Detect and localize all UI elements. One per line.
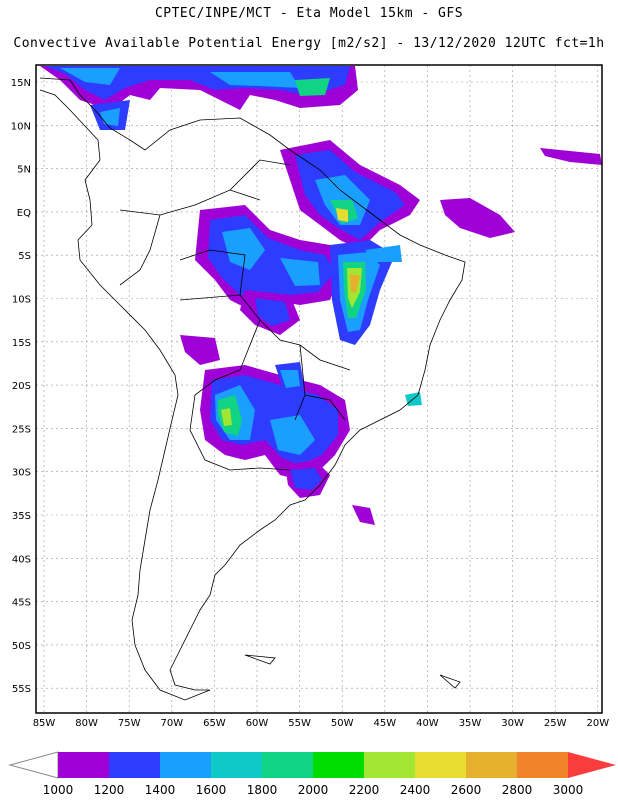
colorbar-swatch [160,752,211,778]
colorbar-label: 1200 [94,783,125,797]
lat-label: 20S [12,381,31,392]
lon-label: 60W [246,718,269,729]
lon-label: 25W [544,718,567,729]
map-frame [35,64,603,714]
lat-label: 10S [12,295,31,306]
colorbar-label: 1600 [196,783,227,797]
latitude-labels: 15N 10N 5N EQ 5S 10S 15S 20S 25S 30S 35S 40S 45S 50S 5… [11,78,31,695]
colorbar-label: 2600 [451,783,482,797]
map-title: CPTEC/INPE/MCT - Eta Model 15km - GFS [154,6,464,21]
map-subtitle: Convective Available Potential Energy [m… [13,36,605,51]
lat-label: 50S [12,641,31,652]
colorbar-swatch [364,752,415,778]
lon-label: 20W [586,718,609,729]
lat-label: EQ [17,208,31,219]
lat-label: 15S [12,338,31,349]
lon-label: 80W [75,718,98,729]
lat-label: 40S [12,554,31,565]
colorbar: 1000 1200 1400 1600 1800 2000 2200 2400 2600 2800… [8,751,616,797]
lon-label: 50W [331,718,354,729]
lon-label: 45W [373,718,396,729]
lon-label: 75W [118,718,141,729]
colorbar-swatch [313,752,364,778]
colorbar-label: 1400 [145,783,176,797]
lat-label: 55S [12,684,31,695]
lon-label: 35W [459,718,482,729]
colorbar-swatch [109,752,160,778]
colorbar-label: 2000 [298,783,329,797]
colorbar-label: 3000 [553,783,584,797]
lat-label: 10N [11,121,31,132]
colorbar-label: 1000 [43,783,74,797]
lon-label: 30W [501,718,524,729]
longitude-labels: 85W 80W 75W 70W 65W 60W 55W 50W 45W 40W 35W 30W 25W 2… [33,718,610,729]
colorbar-swatch [262,752,313,778]
colorbar-high-arrow [568,752,616,778]
colorbar-label: 2800 [502,783,533,797]
colorbar-low-arrow [8,751,59,779]
lat-label: 35S [12,511,31,522]
lon-label: 85W [33,718,56,729]
colorbar-swatch [466,752,517,778]
coastlines [39,77,466,701]
lat-label: 15N [11,78,31,89]
graticule [36,65,602,713]
lat-label: 5S [18,251,31,262]
colorbar-label: 2200 [349,783,380,797]
lat-label: 25S [12,424,31,435]
lon-label: 65W [203,718,226,729]
colorbar-label: 1800 [247,783,278,797]
colorbar-swatch [211,752,262,778]
colorbar-swatch [517,752,568,778]
colorbar-label: 2400 [400,783,431,797]
colorbar-swatch [58,752,109,778]
lat-label: 30S [12,468,31,479]
lon-label: 55W [288,718,311,729]
cape-field [40,66,602,525]
lon-label: 70W [160,718,183,729]
lat-label: 5N [17,165,31,176]
colorbar-swatch [415,752,466,778]
lon-label: 40W [416,718,439,729]
lat-label: 45S [12,598,31,609]
